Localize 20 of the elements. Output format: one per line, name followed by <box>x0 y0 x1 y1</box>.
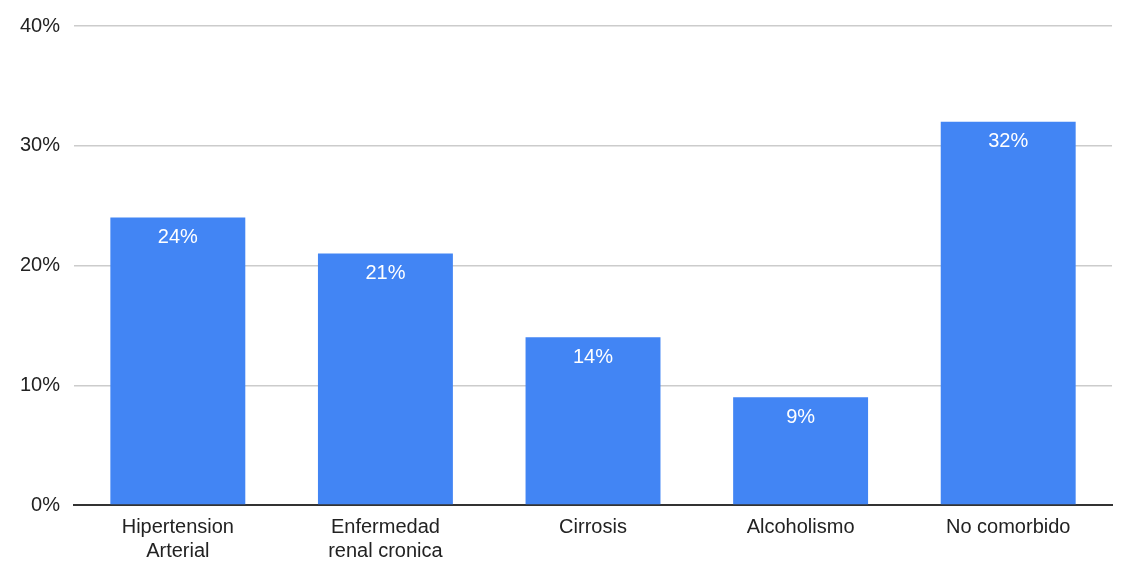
x-tick-label: No comorbido <box>945 514 1071 537</box>
data-label: 9% <box>786 404 816 427</box>
x-tick-label: Cirrosis <box>559 514 627 537</box>
y-tick-label: 10% <box>20 372 61 395</box>
y-tick-label: 20% <box>20 253 61 276</box>
bar <box>940 121 1076 505</box>
x-tick-label: Enfermedad renal cronica <box>328 514 444 561</box>
data-label: 14% <box>573 344 614 367</box>
y-tick-label: 0% <box>31 492 61 515</box>
bar <box>110 217 246 505</box>
x-tick-label: Alcoholismo <box>746 514 855 537</box>
y-tick-label: 30% <box>20 133 61 156</box>
bar <box>317 253 453 505</box>
bar <box>525 337 661 505</box>
data-label: 24% <box>157 225 199 248</box>
y-tick-label: 40% <box>20 13 61 36</box>
data-label: 21% <box>365 261 406 284</box>
bar <box>733 397 869 505</box>
data-label: 32% <box>988 129 1029 152</box>
x-tick-label: Hipertension Arterial <box>121 514 234 561</box>
